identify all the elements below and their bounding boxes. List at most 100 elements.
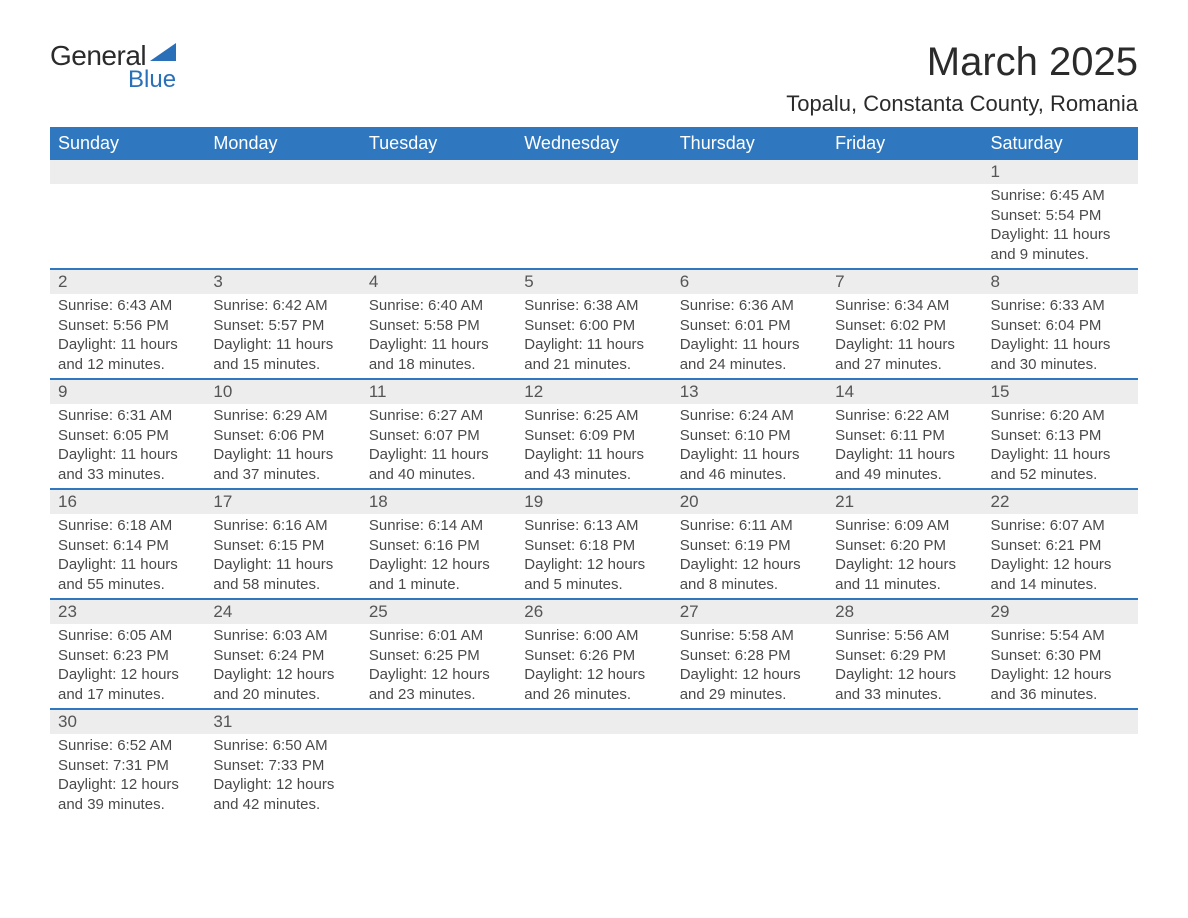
- daylight-text: Daylight: 12 hours and 5 minutes.: [524, 555, 663, 594]
- week-row: 1Sunrise: 6:45 AMSunset: 5:54 PMDaylight…: [50, 160, 1138, 268]
- logo: General Blue: [50, 40, 176, 94]
- day-cell: Sunrise: 6:38 AMSunset: 6:00 PMDaylight:…: [516, 294, 671, 378]
- sunrise-text: Sunrise: 6:29 AM: [213, 406, 352, 426]
- logo-triangle-icon: [150, 43, 176, 66]
- weekday-header: Saturday: [983, 127, 1138, 160]
- sunset-text: Sunset: 6:30 PM: [991, 646, 1130, 666]
- day-number: [672, 710, 827, 734]
- daylight-text: Daylight: 12 hours and 17 minutes.: [58, 665, 197, 704]
- day-cell: [361, 184, 516, 268]
- sunset-text: Sunset: 6:29 PM: [835, 646, 974, 666]
- day-cell: Sunrise: 6:07 AMSunset: 6:21 PMDaylight:…: [983, 514, 1138, 598]
- daylight-text: Daylight: 12 hours and 42 minutes.: [213, 775, 352, 814]
- daylight-text: Daylight: 11 hours and 12 minutes.: [58, 335, 197, 374]
- sunset-text: Sunset: 6:10 PM: [680, 426, 819, 446]
- daylight-text: Daylight: 11 hours and 40 minutes.: [369, 445, 508, 484]
- day-number: 14: [827, 380, 982, 404]
- sunrise-text: Sunrise: 6:25 AM: [524, 406, 663, 426]
- day-number: [516, 710, 671, 734]
- day-cell: Sunrise: 6:24 AMSunset: 6:10 PMDaylight:…: [672, 404, 827, 488]
- day-number: [672, 160, 827, 184]
- daylight-text: Daylight: 12 hours and 36 minutes.: [991, 665, 1130, 704]
- day-number: 28: [827, 600, 982, 624]
- sunrise-text: Sunrise: 6:45 AM: [991, 186, 1130, 206]
- day-cell: Sunrise: 6:13 AMSunset: 6:18 PMDaylight:…: [516, 514, 671, 598]
- sunset-text: Sunset: 5:54 PM: [991, 206, 1130, 226]
- day-number: [827, 160, 982, 184]
- day-cell: Sunrise: 5:56 AMSunset: 6:29 PMDaylight:…: [827, 624, 982, 708]
- sunset-text: Sunset: 6:15 PM: [213, 536, 352, 556]
- sunrise-text: Sunrise: 6:07 AM: [991, 516, 1130, 536]
- month-title: March 2025: [786, 40, 1138, 85]
- logo-text-blue: Blue: [128, 66, 176, 94]
- day-number: 21: [827, 490, 982, 514]
- day-cell: Sunrise: 6:50 AMSunset: 7:33 PMDaylight:…: [205, 734, 360, 818]
- sunrise-text: Sunrise: 6:14 AM: [369, 516, 508, 536]
- day-number: 8: [983, 270, 1138, 294]
- daylight-text: Daylight: 12 hours and 26 minutes.: [524, 665, 663, 704]
- sunrise-text: Sunrise: 6:18 AM: [58, 516, 197, 536]
- sunrise-text: Sunrise: 6:42 AM: [213, 296, 352, 316]
- day-cell: Sunrise: 6:22 AMSunset: 6:11 PMDaylight:…: [827, 404, 982, 488]
- sunrise-text: Sunrise: 6:05 AM: [58, 626, 197, 646]
- day-number: 24: [205, 600, 360, 624]
- daylight-text: Daylight: 12 hours and 11 minutes.: [835, 555, 974, 594]
- sunset-text: Sunset: 6:04 PM: [991, 316, 1130, 336]
- sunrise-text: Sunrise: 6:36 AM: [680, 296, 819, 316]
- sunset-text: Sunset: 6:01 PM: [680, 316, 819, 336]
- day-cell: [672, 734, 827, 818]
- day-cell: Sunrise: 6:42 AMSunset: 5:57 PMDaylight:…: [205, 294, 360, 378]
- day-cell: [361, 734, 516, 818]
- day-number: 3: [205, 270, 360, 294]
- sunrise-text: Sunrise: 6:33 AM: [991, 296, 1130, 316]
- day-number: 1: [983, 160, 1138, 184]
- day-number: 15: [983, 380, 1138, 404]
- daylight-text: Daylight: 11 hours and 37 minutes.: [213, 445, 352, 484]
- day-cell: Sunrise: 6:25 AMSunset: 6:09 PMDaylight:…: [516, 404, 671, 488]
- sunset-text: Sunset: 6:20 PM: [835, 536, 974, 556]
- day-number: 23: [50, 600, 205, 624]
- daylight-text: Daylight: 11 hours and 33 minutes.: [58, 445, 197, 484]
- day-cell: Sunrise: 5:54 AMSunset: 6:30 PMDaylight:…: [983, 624, 1138, 708]
- day-number: [50, 160, 205, 184]
- daylight-text: Daylight: 11 hours and 43 minutes.: [524, 445, 663, 484]
- day-cell: Sunrise: 6:05 AMSunset: 6:23 PMDaylight:…: [50, 624, 205, 708]
- day-cell: [827, 734, 982, 818]
- weekday-header: Monday: [205, 127, 360, 160]
- day-number: [983, 710, 1138, 734]
- daylight-text: Daylight: 11 hours and 21 minutes.: [524, 335, 663, 374]
- sunset-text: Sunset: 5:58 PM: [369, 316, 508, 336]
- weekday-header-row: Sunday Monday Tuesday Wednesday Thursday…: [50, 127, 1138, 160]
- header: General Blue March 2025 Topalu, Constant…: [50, 40, 1138, 117]
- day-cell: Sunrise: 6:11 AMSunset: 6:19 PMDaylight:…: [672, 514, 827, 598]
- sunrise-text: Sunrise: 6:20 AM: [991, 406, 1130, 426]
- day-cell: [983, 734, 1138, 818]
- sunrise-text: Sunrise: 6:09 AM: [835, 516, 974, 536]
- title-block: March 2025 Topalu, Constanta County, Rom…: [786, 40, 1138, 117]
- day-cell: [672, 184, 827, 268]
- weekday-header: Friday: [827, 127, 982, 160]
- day-number: 20: [672, 490, 827, 514]
- day-number: 30: [50, 710, 205, 734]
- day-number: 4: [361, 270, 516, 294]
- day-cell: Sunrise: 6:18 AMSunset: 6:14 PMDaylight:…: [50, 514, 205, 598]
- sunrise-text: Sunrise: 6:03 AM: [213, 626, 352, 646]
- day-cell: Sunrise: 6:45 AMSunset: 5:54 PMDaylight:…: [983, 184, 1138, 268]
- day-number: 5: [516, 270, 671, 294]
- daylight-text: Daylight: 11 hours and 24 minutes.: [680, 335, 819, 374]
- daylight-text: Daylight: 12 hours and 14 minutes.: [991, 555, 1130, 594]
- sunset-text: Sunset: 6:14 PM: [58, 536, 197, 556]
- sunrise-text: Sunrise: 6:34 AM: [835, 296, 974, 316]
- day-cell: Sunrise: 6:52 AMSunset: 7:31 PMDaylight:…: [50, 734, 205, 818]
- week-row: 16171819202122Sunrise: 6:18 AMSunset: 6:…: [50, 488, 1138, 598]
- sunset-text: Sunset: 6:07 PM: [369, 426, 508, 446]
- day-number: 25: [361, 600, 516, 624]
- day-cell: Sunrise: 6:31 AMSunset: 6:05 PMDaylight:…: [50, 404, 205, 488]
- week-row: 3031Sunrise: 6:52 AMSunset: 7:31 PMDayli…: [50, 708, 1138, 818]
- daylight-text: Daylight: 11 hours and 46 minutes.: [680, 445, 819, 484]
- day-cell: Sunrise: 6:14 AMSunset: 6:16 PMDaylight:…: [361, 514, 516, 598]
- sunset-text: Sunset: 5:57 PM: [213, 316, 352, 336]
- daylight-text: Daylight: 11 hours and 9 minutes.: [991, 225, 1130, 264]
- day-number: 11: [361, 380, 516, 404]
- sunset-text: Sunset: 6:21 PM: [991, 536, 1130, 556]
